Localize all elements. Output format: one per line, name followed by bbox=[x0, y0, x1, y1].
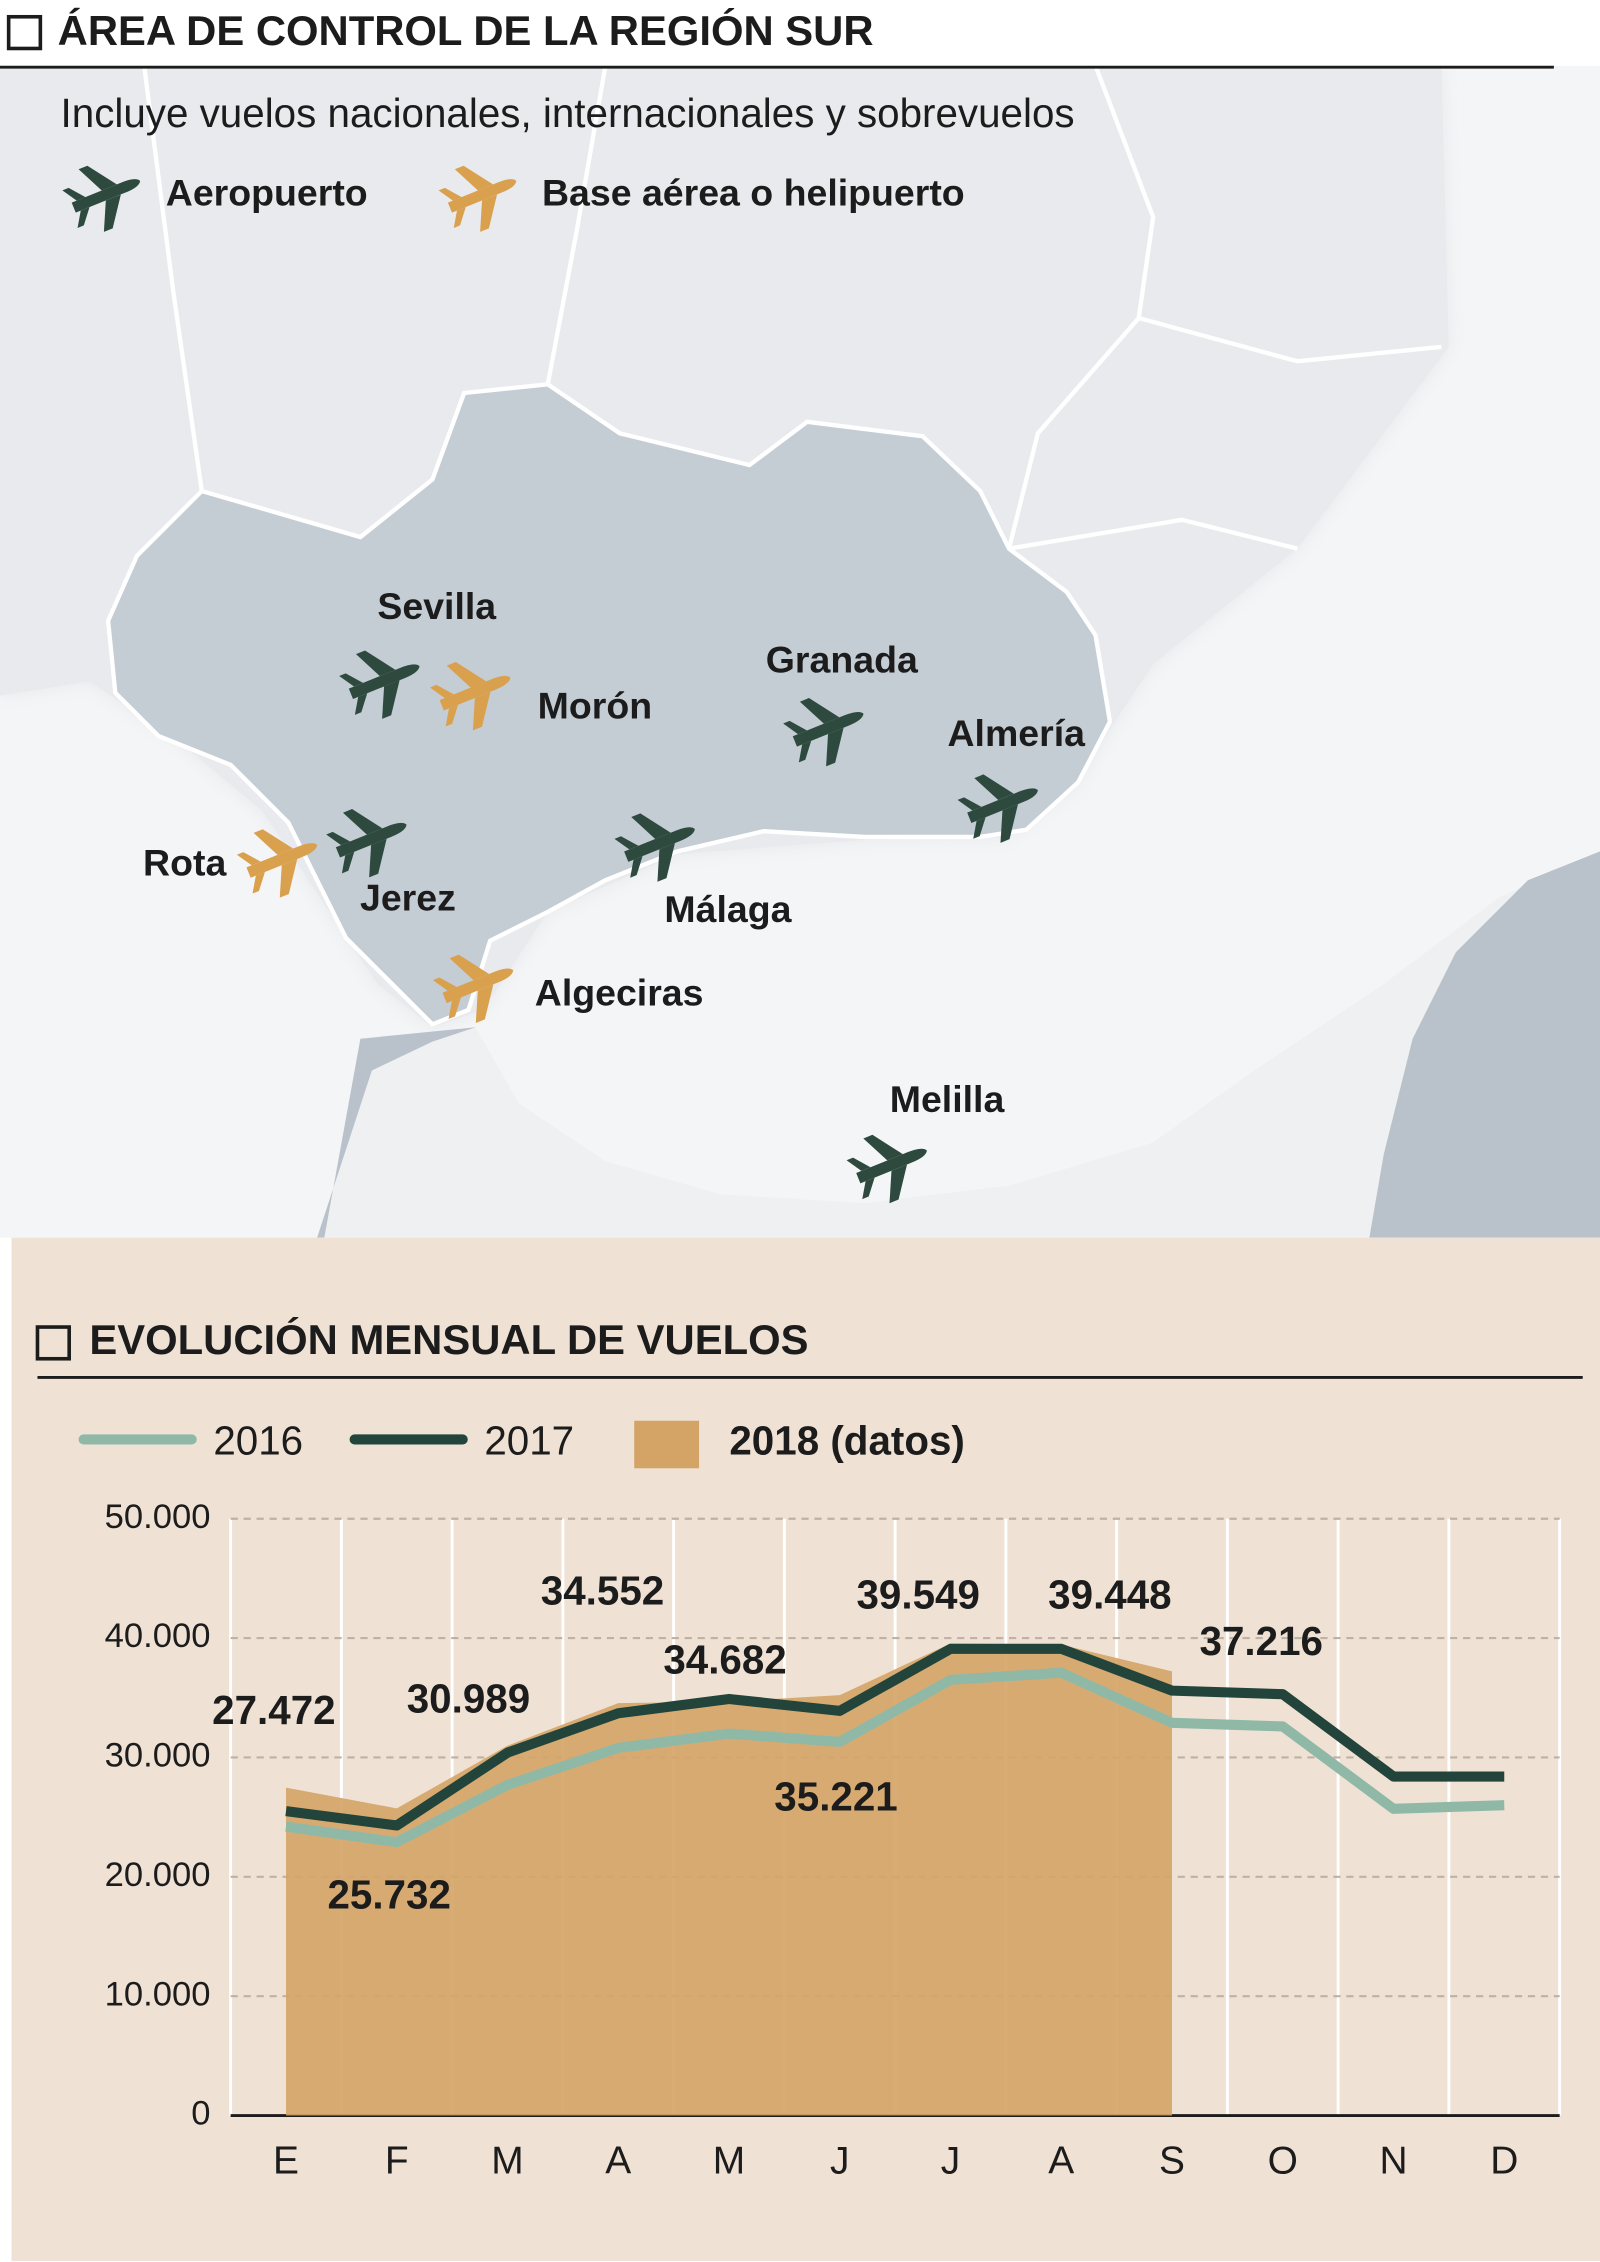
chart-title: EVOLUCIÓN MENSUAL DE VUELOS bbox=[89, 1315, 808, 1363]
value-label: 39.448 bbox=[1048, 1572, 1171, 1618]
legend-swatch bbox=[634, 1420, 700, 1469]
y-tick-label: 10.000 bbox=[105, 1975, 211, 2013]
x-tick-label: A bbox=[1048, 2139, 1074, 2182]
place-label: Sevilla bbox=[377, 585, 497, 627]
place-label: Morón bbox=[538, 685, 652, 727]
map-title: ÁREA DE CONTROL DE LA REGIÓN SUR bbox=[58, 6, 874, 54]
x-tick-label: N bbox=[1379, 2139, 1407, 2182]
map-legend-label: Aeropuerto bbox=[166, 171, 368, 213]
header-band bbox=[0, 0, 1600, 66]
value-label: 37.216 bbox=[1200, 1618, 1323, 1664]
line bbox=[285, 1667, 1505, 1848]
africa bbox=[317, 851, 1600, 1238]
chart-title-box bbox=[35, 1325, 71, 1361]
y-tick-label: 20.000 bbox=[105, 1856, 211, 1894]
places: Sevilla Granada Almería Jerez Málaga Melilla M… bbox=[143, 585, 1086, 1213]
sea-east bbox=[1369, 851, 1600, 1238]
x-tick-label: M bbox=[713, 2139, 745, 2182]
place-label: Almería bbox=[947, 712, 1086, 754]
y-tick-label: 30.000 bbox=[105, 1737, 211, 1775]
value-label: 25.732 bbox=[327, 1872, 450, 1918]
line bbox=[285, 1643, 1505, 1831]
y-tick-label: 40.000 bbox=[105, 1617, 211, 1655]
legend-label: 2017 bbox=[484, 1417, 574, 1463]
value-label: 34.552 bbox=[541, 1567, 664, 1613]
value-label: 39.549 bbox=[856, 1572, 979, 1618]
title-box bbox=[6, 14, 43, 51]
region-borders bbox=[141, 65, 1442, 551]
sea-west bbox=[317, 1027, 476, 1238]
x-tick-label: J bbox=[941, 2139, 960, 2182]
x-tick-label: A bbox=[605, 2139, 631, 2182]
x-tick-label: J bbox=[830, 2139, 849, 2182]
place-label: Melilla bbox=[890, 1078, 1006, 1120]
y-tick-label: 0 bbox=[191, 2095, 210, 2133]
x-tick-label: F bbox=[385, 2139, 409, 2182]
x-tick-label: O bbox=[1268, 2139, 1298, 2182]
value-label: 35.221 bbox=[774, 1773, 897, 1819]
chart-legend: 2016 2017 2018 (datos) bbox=[78, 1417, 965, 1469]
place-label: Málaga bbox=[664, 888, 792, 930]
place-label: Granada bbox=[766, 638, 919, 680]
plot: 0 10.000 20.000 30.000 40.000 50.000 E F M A M J J A S… bbox=[105, 1498, 1562, 2182]
place-label: Rota bbox=[143, 842, 227, 884]
andalucia bbox=[105, 382, 1113, 1027]
area bbox=[286, 1643, 1173, 2116]
value-label: 30.989 bbox=[407, 1675, 530, 1721]
x-tick-label: D bbox=[1490, 2139, 1518, 2182]
map-subtitle: Incluye vuelos nacionales, internacional… bbox=[61, 90, 1075, 136]
legend-label: 2016 bbox=[213, 1417, 303, 1463]
place-label: Algeciras bbox=[535, 971, 704, 1013]
place-label: Jerez bbox=[360, 876, 456, 918]
map bbox=[0, 0, 1600, 1238]
x-tick-label: M bbox=[491, 2139, 523, 2182]
map-legend-label: Base aérea o helipuerto bbox=[542, 171, 965, 213]
value-label: 27.472 bbox=[212, 1687, 335, 1733]
x-tick-label: S bbox=[1159, 2139, 1185, 2182]
map-legend: Aeropuerto Base aérea o helipuerto bbox=[57, 149, 965, 241]
legend-label: 2018 (datos) bbox=[729, 1417, 965, 1463]
y-tick-label: 50.000 bbox=[105, 1498, 211, 1536]
value-label: 34.682 bbox=[663, 1637, 786, 1683]
x-tick-label: E bbox=[273, 2139, 299, 2182]
